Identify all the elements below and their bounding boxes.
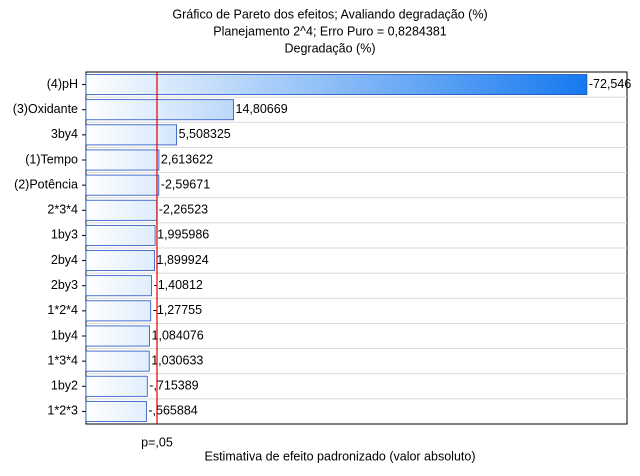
bar: [85, 174, 160, 196]
y-tick-label: 2*3*4: [47, 203, 78, 217]
y-tick-label: 2by3: [51, 278, 78, 292]
y-tick-label: 1by4: [51, 328, 78, 342]
y-tick-label: 1by3: [51, 228, 78, 242]
bar: [85, 74, 588, 96]
reference-label: p=,05: [141, 435, 173, 449]
y-tick-label: 3by4: [51, 127, 78, 141]
bar: [85, 250, 155, 272]
bar: [85, 325, 150, 347]
bar: [85, 149, 160, 171]
bar: [85, 400, 147, 422]
data-label: -1,40812: [154, 278, 203, 292]
bar: [85, 350, 150, 372]
data-label: 2,613622: [161, 152, 213, 166]
data-label: -1,27755: [153, 303, 202, 317]
data-label: 14,80669: [236, 102, 288, 116]
bar: [85, 99, 234, 121]
y-tick-label: 1*2*4: [47, 303, 78, 317]
data-label: 1,030633: [151, 353, 203, 367]
y-tick-label: (3)Oxidante: [13, 102, 78, 116]
bar: [85, 375, 148, 397]
y-tick-label: 1by2: [51, 379, 78, 393]
x-axis-title: Estimativa de efeito padronizado (valor …: [205, 449, 476, 463]
bar: [85, 124, 178, 146]
data-label: 1,995986: [157, 228, 209, 242]
bar: [85, 275, 152, 297]
data-label: -72,546: [589, 77, 631, 91]
y-tick-label: (1)Tempo: [25, 152, 78, 166]
y-tick-label: 2by4: [51, 253, 78, 267]
data-label: 1,084076: [152, 328, 204, 342]
chart-subtitle: Planejamento 2^4; Erro Puro = 0,8284381: [213, 24, 447, 38]
y-tick-label: 1*3*4: [47, 353, 78, 367]
data-label: -,715389: [149, 379, 198, 393]
data-label: -,565884: [148, 404, 197, 418]
y-tick-label: 1*2*3: [47, 404, 78, 418]
bar: [85, 300, 152, 322]
y-tick-label: (4)pH: [47, 77, 78, 91]
data-label: -2,26523: [159, 203, 208, 217]
bar: [85, 224, 156, 246]
chart-title: Gráfico de Pareto dos efeitos; Avaliando…: [172, 7, 487, 21]
data-label: 1,899924: [157, 253, 209, 267]
chart-subtitle: Degradação (%): [284, 41, 375, 55]
bar: [85, 199, 158, 221]
data-label: -2,59671: [161, 177, 210, 191]
y-tick-label: (2)Potência: [14, 177, 78, 191]
data-label: 5,508325: [179, 127, 231, 141]
